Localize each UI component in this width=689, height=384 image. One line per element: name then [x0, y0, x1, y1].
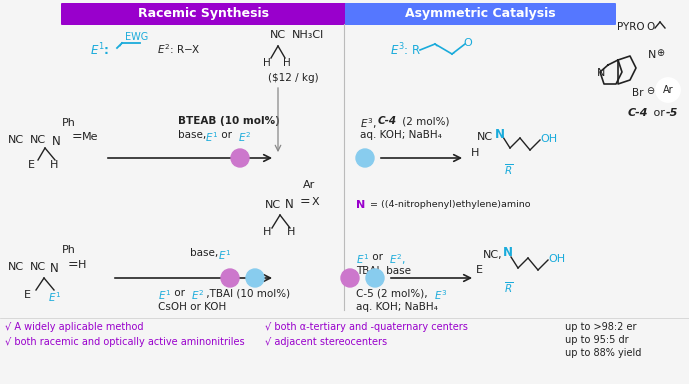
Text: up to 88% yield: up to 88% yield [565, 348, 641, 358]
Text: $\overline{R}$: $\overline{R}$ [504, 280, 513, 295]
Text: $E^2$,: $E^2$, [389, 252, 406, 267]
Text: NC: NC [8, 135, 24, 145]
Text: up to >98:2 er: up to >98:2 er [565, 322, 637, 332]
Text: ⊕: ⊕ [656, 48, 664, 58]
Text: N: N [648, 50, 657, 60]
Circle shape [356, 149, 374, 167]
Text: X: X [312, 197, 320, 207]
Text: =: = [68, 258, 79, 271]
Text: BTEAB (10 mol%): BTEAB (10 mol%) [178, 116, 280, 126]
Text: N: N [597, 68, 606, 78]
Text: H: H [78, 260, 86, 270]
Text: Me: Me [82, 132, 99, 142]
Text: H: H [471, 148, 480, 158]
Text: NC: NC [30, 135, 46, 145]
Text: C-4: C-4 [628, 108, 648, 118]
Text: E: E [24, 290, 31, 300]
Circle shape [221, 269, 239, 287]
Text: EWG: EWG [125, 32, 148, 42]
Text: or: or [369, 252, 387, 262]
Text: N: N [495, 128, 505, 141]
Text: C-5 (2 mol%),: C-5 (2 mol%), [356, 288, 431, 298]
Text: √ both racemic and optically active aminonitriles: √ both racemic and optically active amin… [5, 337, 245, 347]
Text: NC: NC [8, 262, 24, 272]
Text: H: H [263, 58, 271, 68]
Text: N: N [285, 198, 294, 211]
Text: $E^1$:: $E^1$: [90, 42, 110, 59]
Text: TBAI, base: TBAI, base [356, 266, 411, 276]
Text: $E^3$: R: $E^3$: R [390, 42, 421, 59]
Text: base,: base, [178, 130, 213, 140]
Text: or: or [650, 108, 668, 118]
Text: $E^1$: $E^1$ [218, 248, 232, 262]
Text: =: = [72, 130, 83, 143]
Text: $E^1$: $E^1$ [158, 288, 172, 302]
Text: C-4: C-4 [378, 116, 397, 126]
Text: H: H [283, 58, 291, 68]
Text: up to 95:5 dr: up to 95:5 dr [565, 335, 628, 345]
Text: or: or [171, 288, 188, 298]
Circle shape [366, 269, 384, 287]
Text: $E^2$: R$-$X: $E^2$: R$-$X [157, 42, 200, 56]
Text: N: N [356, 200, 365, 210]
Text: Ph: Ph [62, 245, 76, 255]
Text: ($12 / kg): ($12 / kg) [268, 73, 318, 83]
FancyBboxPatch shape [345, 3, 616, 25]
Text: NC: NC [270, 30, 286, 40]
Text: NC: NC [30, 262, 46, 272]
Text: NC: NC [477, 132, 493, 142]
Text: $E^3$: $E^3$ [434, 288, 447, 302]
Text: √ A widely aplicable method: √ A widely aplicable method [5, 322, 143, 332]
Circle shape [656, 78, 680, 102]
Text: H: H [50, 160, 59, 170]
Text: $E^3$,: $E^3$, [360, 116, 378, 131]
Text: $E^2$: $E^2$ [238, 130, 251, 144]
Text: √ adjacent stereocenters: √ adjacent stereocenters [265, 337, 387, 347]
Text: Ph: Ph [62, 118, 76, 128]
Text: Ar: Ar [303, 180, 316, 190]
Text: √ both α-tertiary and -quaternary centers: √ both α-tertiary and -quaternary center… [265, 322, 468, 332]
Text: O: O [463, 38, 472, 48]
Text: NC,: NC, [483, 250, 502, 260]
Text: NH₃Cl: NH₃Cl [292, 30, 325, 40]
Text: PYRO: PYRO [617, 22, 645, 32]
Text: Ar: Ar [663, 85, 673, 95]
Text: $E^1$: $E^1$ [48, 290, 61, 304]
Text: -5: -5 [666, 108, 679, 118]
Circle shape [246, 269, 264, 287]
Text: N: N [50, 262, 59, 275]
Text: $E^1$: $E^1$ [205, 130, 218, 144]
Text: (2 mol%): (2 mol%) [399, 116, 449, 126]
Text: aq. KOH; NaBH₄: aq. KOH; NaBH₄ [360, 130, 442, 140]
Text: N: N [52, 135, 61, 148]
Text: = ((4-nitrophenyl)ethylene)amino: = ((4-nitrophenyl)ethylene)amino [367, 200, 531, 209]
Text: $E^2$: $E^2$ [191, 288, 204, 302]
Text: O: O [646, 22, 655, 32]
Text: base,: base, [190, 248, 218, 258]
Text: Br: Br [632, 88, 644, 98]
Text: ,TBAI (10 mol%): ,TBAI (10 mol%) [203, 288, 290, 298]
Text: ⊖: ⊖ [646, 86, 654, 96]
Text: E: E [476, 265, 483, 275]
Text: N: N [503, 246, 513, 259]
Text: H: H [263, 227, 271, 237]
Circle shape [231, 149, 249, 167]
Text: Asymmetric Catalysis: Asymmetric Catalysis [405, 8, 556, 20]
Text: =: = [300, 195, 311, 208]
Text: H: H [287, 227, 296, 237]
Text: or: or [218, 130, 235, 140]
Text: NC: NC [265, 200, 281, 210]
Text: E: E [28, 160, 35, 170]
Text: OH: OH [540, 134, 557, 144]
Text: $E^1$: $E^1$ [356, 252, 369, 266]
Text: Racemic Synthesis: Racemic Synthesis [138, 8, 269, 20]
Text: CsOH or KOH: CsOH or KOH [158, 302, 226, 312]
FancyBboxPatch shape [61, 3, 346, 25]
Text: $\overline{R}$: $\overline{R}$ [504, 162, 513, 177]
Text: OH: OH [548, 254, 565, 264]
Text: aq. KOH; NaBH₄: aq. KOH; NaBH₄ [356, 302, 438, 312]
Circle shape [341, 269, 359, 287]
